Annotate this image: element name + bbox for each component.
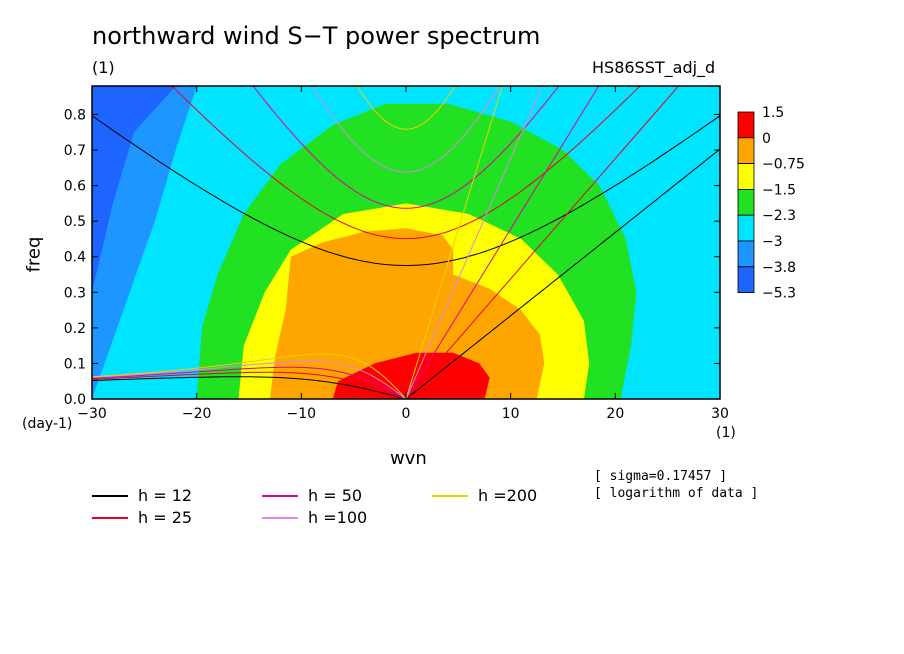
legend-swatch (432, 494, 468, 497)
x-axis-label: wvn (390, 448, 427, 469)
y-axis-unit: (day-1) (22, 416, 73, 432)
ig-curve-h50 (252, 86, 560, 209)
legend-label: h =200 (478, 486, 538, 505)
rossby-curve-h50 (92, 366, 407, 399)
legend-label: h = 50 (308, 486, 363, 505)
colorbar-label: −3 (762, 234, 783, 250)
colorbar-swatch (737, 111, 755, 139)
legend-label: h =100 (308, 508, 368, 527)
x-tick-label: 0 (402, 406, 411, 422)
ig-curve-h12 (92, 115, 720, 267)
subtitle-left: (1) (92, 58, 115, 77)
y-tick-label: 0.1 (64, 356, 86, 372)
y-tick-label: 0.8 (64, 107, 86, 123)
legend-item-h100: h =100 (262, 508, 367, 527)
axis-ticks: −30 −20 −10 0 10 20 30 0.0 0.1 0.2 0.3 0.4 0.5 0.6 0.7… (64, 86, 729, 422)
sigma-note: [ sigma=0.17457 ] (594, 469, 728, 484)
subtitle-right: HS86SST_adj_d (592, 58, 716, 77)
dispersion-curves-layer (92, 86, 720, 399)
ig-curve-h25 (171, 86, 641, 240)
colorbar-swatch (737, 188, 755, 216)
y-tick-label: 0.3 (64, 285, 86, 301)
legend-item-h25: h = 25 (92, 508, 192, 527)
colorbar-label: −2.3 (762, 208, 796, 224)
rossby-curve-h200 (92, 353, 407, 399)
legend-swatch (92, 494, 128, 497)
colorbar: 1.5 0 −0.75 −1.5 −2.3 −3 −3.8 −5.3 (737, 105, 805, 302)
x-tick-label: −30 (77, 406, 107, 422)
legend-swatch (92, 516, 128, 519)
x-tick-label: 10 (502, 406, 520, 422)
ig-curve-h100 (311, 86, 501, 173)
colorbar-swatch (737, 163, 755, 190)
colorbar-swatch (737, 214, 755, 242)
colorbar-label: −1.5 (762, 182, 796, 198)
legend-label: h = 25 (138, 508, 193, 527)
x-tick-label: 30 (711, 406, 729, 422)
y-tick-label: 0.6 (64, 179, 86, 195)
y-tick-label: 0.4 (64, 250, 86, 266)
rossby-curve-h25 (92, 371, 407, 399)
contour-region-red (332, 352, 490, 399)
colorbar-swatch (737, 137, 755, 165)
chart-title: northward wind S−T power spectrum (92, 22, 541, 50)
x-axis-unit: (1) (716, 425, 736, 441)
legend-item-h12: h = 12 (92, 486, 192, 505)
legend-item-h200: h =200 (432, 486, 537, 505)
colorbar-swatch (737, 266, 755, 293)
contour-fill-layer (92, 86, 720, 399)
legend-label: h = 12 (138, 486, 193, 505)
y-tick-label: 0.0 (64, 392, 86, 408)
colorbar-swatch (737, 240, 755, 268)
colorbar-label: −3.8 (762, 260, 796, 276)
legend-swatch (262, 516, 298, 519)
colorbar-label: 1.5 (762, 105, 784, 121)
x-tick-label: −20 (182, 406, 212, 422)
ig-curve-h200 (356, 86, 456, 130)
y-tick-label: 0.2 (64, 321, 86, 337)
x-tick-label: 20 (606, 406, 624, 422)
y-tick-label: 0.7 (64, 143, 86, 159)
colorbar-label: 0 (762, 131, 771, 147)
kelvin-curve-h50 (405, 86, 600, 399)
colorbar-label: −5.3 (762, 286, 796, 302)
legend-swatch (262, 494, 298, 497)
kelvin-curve-h100 (405, 86, 543, 399)
rossby-curve-h12 (92, 376, 407, 399)
colorbar-label: −0.75 (762, 157, 805, 173)
legend-item-h50: h = 50 (262, 486, 362, 505)
kelvin-curve-h200 (405, 86, 503, 399)
contour-region-orange (269, 228, 545, 399)
rossby-curve-h100 (92, 360, 407, 399)
kelvin-curve-h25 (405, 86, 680, 399)
x-tick-label: −10 (287, 406, 317, 422)
y-tick-label: 0.5 (64, 214, 86, 230)
log-note: [ logarithm of data ] (594, 486, 759, 501)
kelvin-curve-h12 (405, 148, 720, 399)
